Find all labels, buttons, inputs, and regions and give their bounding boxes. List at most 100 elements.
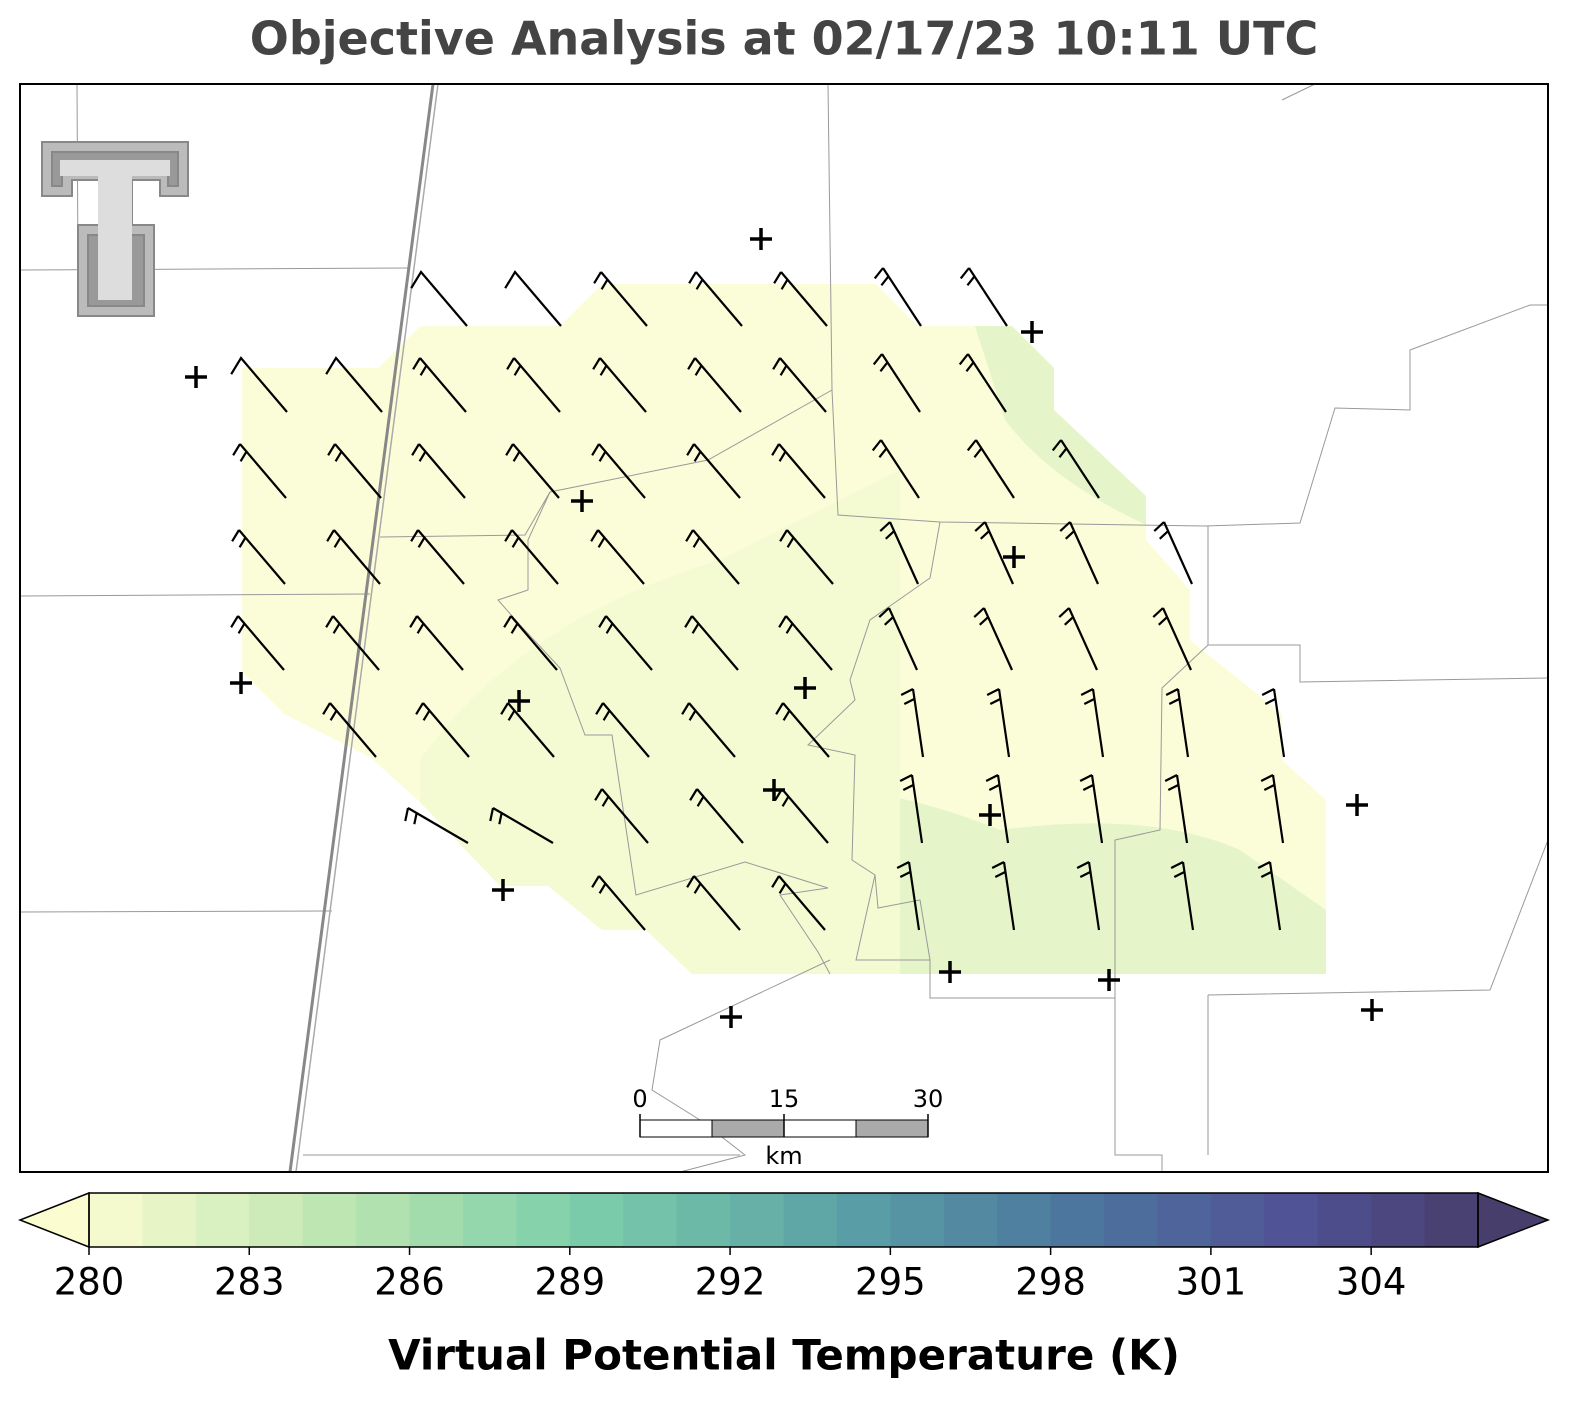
colorbar-segment <box>1264 1193 1319 1247</box>
wind-barb <box>684 615 739 671</box>
wind-barb <box>231 529 286 585</box>
wind-barb <box>489 807 554 844</box>
colorbar-segment <box>569 1193 624 1247</box>
colorbar-segment <box>890 1193 945 1247</box>
wind-barb <box>779 529 834 585</box>
wind-barb <box>1080 688 1105 758</box>
colorbar-segment <box>730 1193 784 1247</box>
colorbar-segment <box>302 1193 357 1247</box>
scale-bar: 0 15 30 km <box>632 1085 943 1170</box>
wind-barb <box>771 443 826 499</box>
wind-barb <box>326 529 381 585</box>
station-marker <box>750 228 772 250</box>
colorbar-tick-label: 289 <box>534 1261 605 1304</box>
wind-barb <box>327 443 382 499</box>
wind-barb <box>230 615 285 671</box>
wind-barb <box>592 357 647 413</box>
wind-barb <box>1261 688 1286 758</box>
colorbar-tick-label: 280 <box>54 1261 125 1304</box>
colorbar-segment <box>462 1193 517 1247</box>
wind-barb <box>404 807 469 844</box>
colorbar-segment <box>1050 1193 1105 1247</box>
title: Objective Analysis at 02/17/23 10:11 UTC <box>250 12 1319 66</box>
colorbar-segment <box>1424 1193 1479 1247</box>
colorbar-segment <box>676 1193 731 1247</box>
colorbar-extend-low <box>17 1191 90 1249</box>
station-marker <box>492 879 514 901</box>
wind-barb <box>230 356 288 413</box>
wind-barb <box>591 875 646 931</box>
wind-barb <box>991 861 1016 931</box>
wind-barb <box>778 615 833 671</box>
wind-barb <box>687 357 742 413</box>
colorbar-tick-label: 286 <box>374 1261 445 1304</box>
scale-segment <box>783 1119 857 1138</box>
station-marker <box>185 366 207 388</box>
colorbar-segment <box>623 1193 678 1247</box>
map-area: 0 15 30 km <box>19 83 1549 1173</box>
scale-segment <box>711 1119 785 1138</box>
colorbar-segment <box>1104 1193 1158 1247</box>
colorbar-tick-label: 295 <box>855 1261 926 1304</box>
wind-barb <box>325 615 380 671</box>
colorbar-segment <box>1371 1193 1426 1247</box>
scale-segment <box>639 1119 713 1138</box>
colorbar-segment <box>836 1193 891 1247</box>
wind-barb <box>873 267 922 327</box>
wind-barb <box>1165 688 1190 758</box>
wind-barb <box>772 357 827 413</box>
colorbar-segment <box>89 1193 143 1247</box>
map-frame <box>19 83 1549 1173</box>
wind-barb <box>900 688 925 758</box>
colorbar-tick-label: 304 <box>1336 1261 1407 1304</box>
wind-barb <box>409 615 464 671</box>
station-marker <box>794 677 816 699</box>
wind-barb <box>591 443 646 499</box>
wind-barb <box>681 702 736 758</box>
scale-label: 30 <box>913 1085 944 1113</box>
wind-barb <box>1152 607 1193 671</box>
wind-barb <box>878 607 919 671</box>
wind-barb <box>773 271 828 327</box>
wind-barb <box>504 529 559 585</box>
scale-label: 15 <box>769 1085 800 1113</box>
wind-barb <box>1076 861 1101 931</box>
colorbar-label: Virtual Potential Temperature (K) <box>388 1331 1180 1380</box>
wind-barb <box>1079 774 1104 844</box>
wind-barb <box>590 529 645 585</box>
colorbar-segment <box>783 1193 838 1247</box>
colorbar-tick-label: 283 <box>214 1261 285 1304</box>
station-marker <box>1346 794 1368 816</box>
wind-barb <box>500 702 555 758</box>
wind-barb <box>1257 861 1282 931</box>
wind-barb <box>1153 521 1194 585</box>
warmer-region <box>760 326 1326 974</box>
wind-barb <box>1059 521 1100 585</box>
wind-barb <box>686 875 741 931</box>
highway <box>295 83 439 1173</box>
wind-barb <box>966 439 1015 499</box>
wind-barb <box>410 270 468 327</box>
colorbar-segment <box>409 1193 464 1247</box>
wind-barb <box>594 788 649 844</box>
wind-barb <box>322 702 377 758</box>
wind-barb <box>412 357 467 413</box>
colorbar-segment <box>249 1193 304 1247</box>
wind-barb <box>973 607 1014 671</box>
colorbar-tick-label: 298 <box>1015 1261 1086 1304</box>
wind-barb <box>232 443 287 499</box>
wind-barb <box>411 443 466 499</box>
wind-barb <box>686 443 741 499</box>
colorbar-segment <box>1157 1193 1212 1247</box>
colorbar-tick-label: 292 <box>695 1261 766 1304</box>
station-marker <box>571 490 593 512</box>
wind-barb <box>871 439 920 499</box>
colorbar-segment <box>356 1193 411 1247</box>
wind-barb <box>595 702 650 758</box>
station-marker <box>720 1006 742 1028</box>
wind-barb <box>503 615 558 671</box>
wind-barbs <box>230 267 1286 931</box>
station-marker <box>230 672 252 694</box>
wind-barb <box>896 861 921 931</box>
